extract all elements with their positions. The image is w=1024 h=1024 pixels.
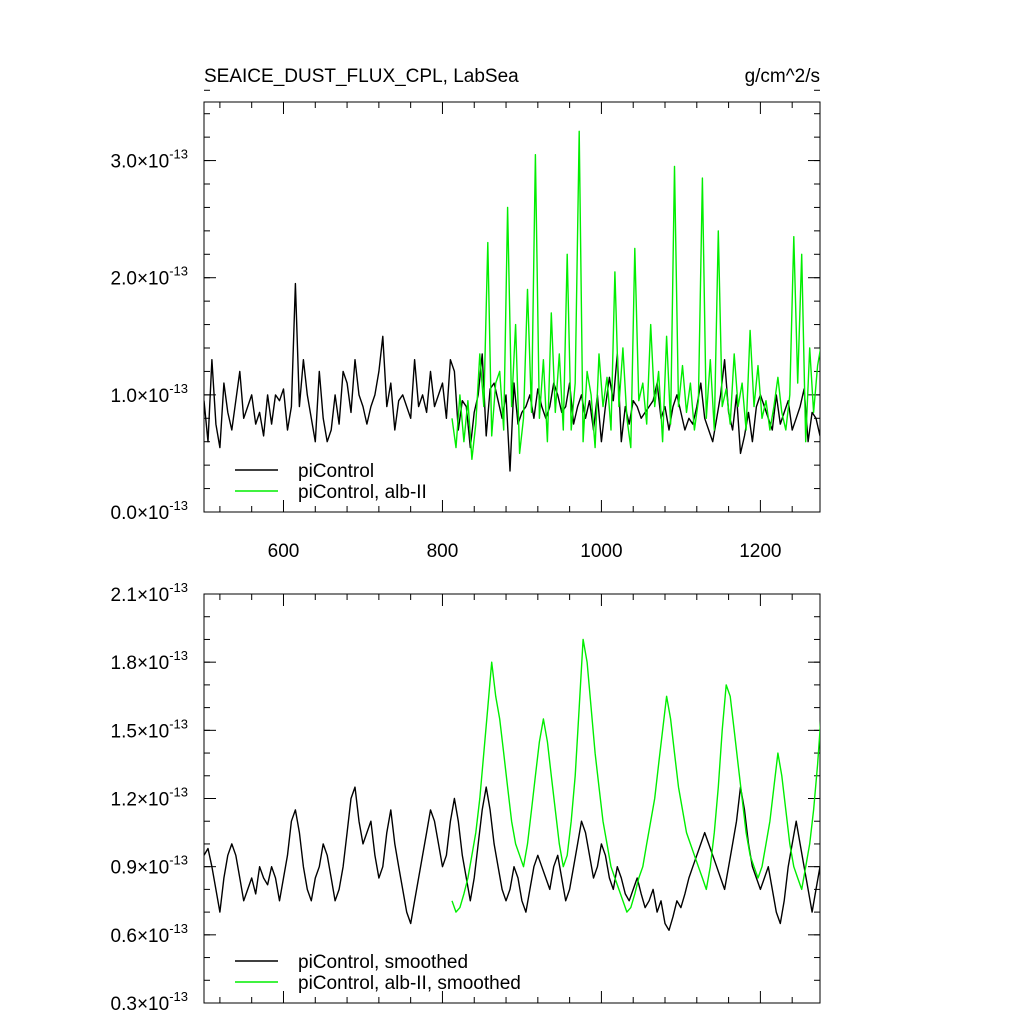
y-tick-label: 0.3×10-13	[111, 989, 188, 1015]
legend-label: piControl, smoothed	[298, 952, 468, 973]
bottom-panel: 0.3×10-13 0.6×10-13 0.9×10-13 1.2×10-13 1.5×…	[111, 580, 821, 1015]
top-series-line-black	[204, 282, 820, 472]
y-tick-label: 1.2×10-13	[111, 785, 188, 811]
top-panel: 0.0×10-13 1.0×10-13 2.0×10-13 3.0×10-13 600 8…	[111, 89, 821, 562]
top-plot-frame	[203, 101, 821, 513]
x-tick-label: 800	[427, 541, 459, 562]
y-tick-label: 0.9×10-13	[111, 853, 188, 879]
legend-label: piControl	[298, 461, 374, 482]
top-series-line-green	[451, 130, 820, 460]
x-tick-label: 1000	[580, 541, 622, 562]
y-tick-label: 0.0×10-13	[111, 498, 188, 524]
legend-label: piControl, alb-II	[298, 482, 427, 503]
bottom-series-line-green	[451, 638, 820, 913]
y-tick-label: 3.0×10-13	[111, 147, 188, 173]
bottom-plot-frame	[203, 593, 821, 1004]
y-tick-label: 2.0×10-13	[111, 264, 188, 290]
bottom-series-line-black	[204, 786, 820, 931]
y-tick-label: 2.1×10-13	[111, 580, 188, 606]
top-chart-units: g/cm^2/s	[745, 66, 820, 87]
x-tick-label: 600	[268, 541, 300, 562]
y-tick-label: 0.6×10-13	[111, 921, 188, 947]
y-tick-label: 1.0×10-13	[111, 381, 188, 407]
x-tick-label: 1200	[739, 541, 781, 562]
top-chart-title: SEAICE_DUST_FLUX_CPL, LabSea	[204, 66, 519, 87]
legend-label: piControl, alb-II, smoothed	[298, 973, 521, 994]
y-tick-label: 1.8×10-13	[111, 648, 188, 674]
y-tick-label: 1.5×10-13	[111, 716, 188, 742]
